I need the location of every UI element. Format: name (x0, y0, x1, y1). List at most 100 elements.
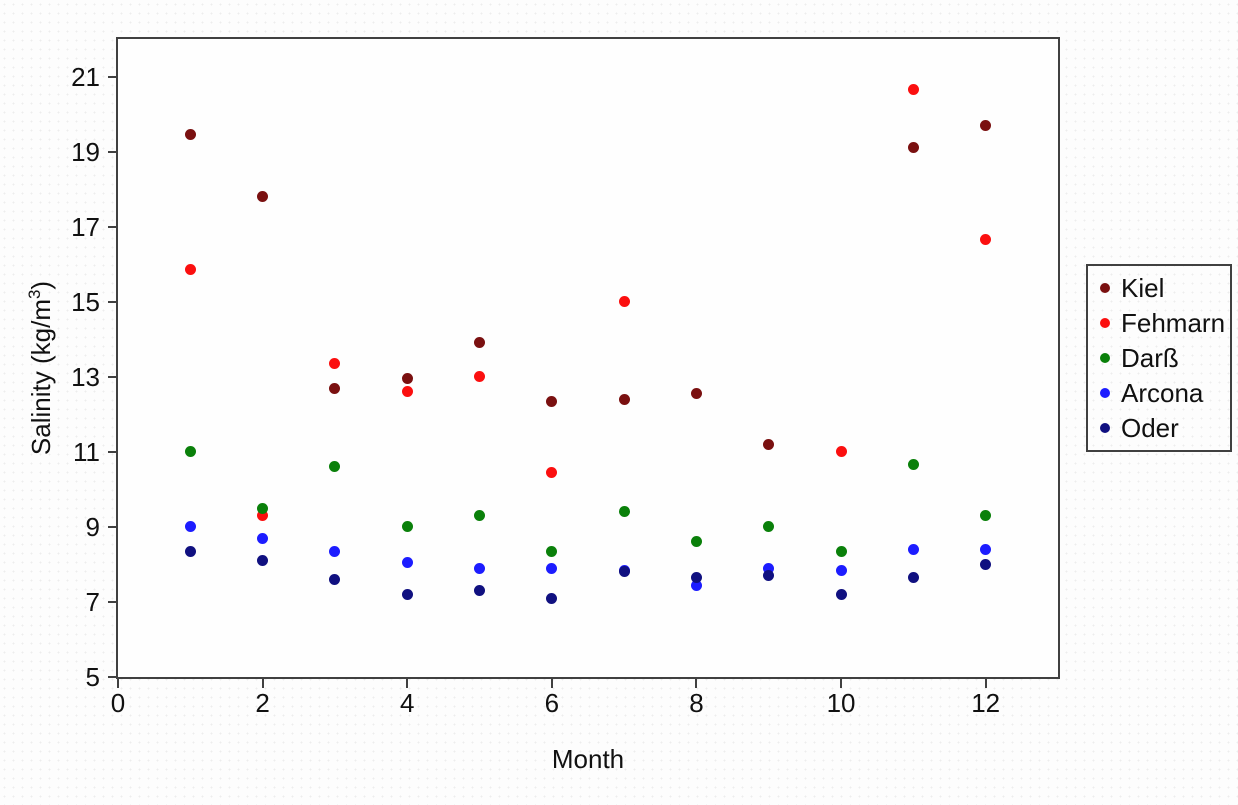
data-point-kiel (763, 438, 775, 450)
data-point-oder (907, 572, 919, 584)
data-point-arcona (907, 543, 919, 555)
x-axis-tick-mark (695, 679, 698, 688)
data-point-fehmarn (546, 466, 558, 478)
x-axis-tick-mark (117, 679, 119, 688)
legend-item-darß: Darß (1088, 344, 1230, 372)
y-axis-title: Salinity (kg/m3) (25, 281, 57, 455)
data-point-kiel (907, 142, 919, 154)
y-axis-tick-mark (108, 676, 118, 678)
data-point-fehmarn (257, 510, 269, 522)
data-point-darß (546, 545, 558, 557)
legend-item-kiel: Kiel (1088, 274, 1230, 302)
data-point-kiel (980, 119, 992, 131)
data-point-kiel (474, 337, 486, 349)
x-axis-tick-mark (840, 679, 843, 688)
data-point-oder (763, 570, 775, 582)
data-point-fehmarn (980, 234, 992, 246)
x-axis-tick-label: 12 (971, 688, 1001, 718)
data-point-darß (763, 521, 775, 533)
y-axis-title-text: Salinity (kg/m (25, 299, 56, 456)
data-point-arcona (401, 557, 413, 569)
x-axis-tick-label: 4 (399, 688, 415, 718)
legend-item-oder: Oder (1088, 414, 1230, 442)
data-point-oder (329, 573, 341, 585)
legend-label: Kiel (1121, 272, 1165, 303)
data-point-arcona (763, 562, 775, 574)
data-point-fehmarn (835, 446, 847, 458)
data-point-arcona (329, 545, 341, 557)
data-point-oder (474, 585, 486, 597)
data-point-kiel (184, 129, 196, 141)
legend-item-fehmarn: Fehmarn (1088, 309, 1230, 337)
data-point-kiel (618, 393, 630, 405)
data-point-arcona (835, 564, 847, 576)
data-point-arcona (546, 562, 558, 574)
data-point-darß (474, 510, 486, 522)
legend-label: Fehmarn (1121, 307, 1226, 338)
data-point-fehmarn (184, 264, 196, 276)
data-point-oder (618, 566, 630, 578)
x-axis-tick-label: 8 (689, 688, 704, 718)
data-point-arcona (690, 579, 702, 591)
y-axis-tick-label: 13 (71, 361, 100, 392)
y-axis-tick-mark (108, 300, 118, 303)
x-axis-tick-mark (984, 679, 987, 688)
plot-area (116, 37, 1060, 679)
x-axis-tick-label: 10 (826, 688, 856, 718)
data-point-oder (546, 592, 558, 604)
data-point-darß (835, 545, 847, 557)
data-point-oder (690, 572, 702, 584)
data-point-arcona (474, 562, 486, 574)
y-axis-tick-label: 21 (71, 61, 100, 92)
data-point-darß (618, 506, 630, 518)
x-axis-tick-label: 6 (544, 688, 560, 718)
data-point-fehmarn (329, 358, 341, 370)
x-axis-tick-label: 0 (110, 688, 126, 718)
y-axis-tick-mark (108, 600, 118, 603)
data-point-fehmarn (474, 371, 486, 383)
x-axis-title: Month (551, 744, 625, 774)
y-axis-title-close: ) (25, 280, 56, 290)
x-axis-tick-mark (406, 679, 409, 688)
y-axis-tick-label: 19 (71, 136, 100, 167)
data-point-darß (690, 536, 702, 548)
y-axis-tick-mark (108, 525, 118, 528)
data-point-arcona (257, 532, 269, 544)
y-axis-title-superscript: 3 (25, 289, 45, 300)
data-point-darß (401, 521, 413, 533)
y-axis-tick-label: 15 (71, 286, 100, 317)
data-point-fehmarn (618, 296, 630, 308)
legend-item-arcona: Arcona (1088, 379, 1230, 407)
data-point-darß (980, 510, 992, 522)
data-point-kiel (690, 388, 702, 400)
legend-label: Oder (1121, 413, 1179, 444)
data-point-oder (980, 558, 992, 570)
x-axis-tick-label: 2 (255, 688, 270, 718)
legend-box: Kiel Fehmarn Darß Arcona Oder (1086, 264, 1232, 452)
y-axis-tick-label: 11 (73, 436, 100, 467)
legend-label: Darß (1121, 342, 1179, 373)
legend-label: Arcona (1121, 378, 1204, 409)
legend-marker-icon (1100, 388, 1110, 399)
data-point-kiel (401, 373, 413, 385)
data-point-darß (907, 459, 919, 471)
y-axis-tick-label: 9 (85, 511, 100, 542)
y-axis-tick-label: 7 (85, 586, 100, 617)
data-point-darß (184, 446, 196, 458)
x-axis-tick-mark (550, 679, 553, 688)
data-point-oder (257, 555, 269, 567)
y-axis-tick-label: 5 (85, 662, 100, 692)
legend-marker-icon (1100, 317, 1110, 328)
data-point-darß (257, 502, 269, 514)
data-point-kiel (546, 395, 558, 407)
data-point-arcona (184, 521, 196, 533)
x-axis-tick-mark (261, 679, 264, 688)
legend-marker-icon (1100, 352, 1110, 363)
y-axis-tick-mark (108, 150, 118, 153)
data-point-kiel (257, 191, 269, 203)
legend-marker-icon (1100, 282, 1110, 293)
legend-marker-icon (1100, 423, 1110, 434)
data-point-fehmarn (907, 84, 919, 96)
y-axis-tick-label: 17 (71, 211, 100, 242)
y-axis-tick-mark (108, 450, 118, 453)
